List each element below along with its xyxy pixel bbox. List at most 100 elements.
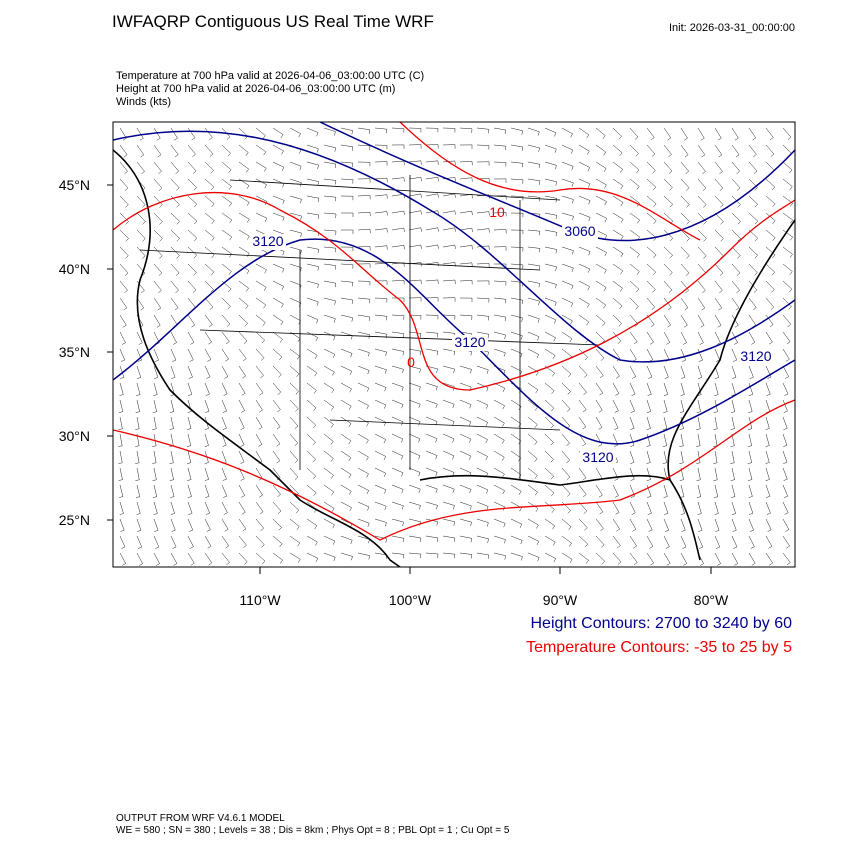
wind-barb bbox=[459, 210, 473, 216]
wind-barb bbox=[544, 280, 557, 289]
wind-barb bbox=[306, 552, 319, 563]
wind-barb bbox=[544, 331, 556, 342]
wind-barb bbox=[612, 433, 619, 447]
wind-barb bbox=[374, 484, 387, 494]
wind-barb bbox=[187, 195, 198, 208]
wind-barb bbox=[476, 535, 489, 543]
wind-barb bbox=[374, 228, 388, 233]
wind-barb bbox=[748, 263, 758, 276]
wind-barb bbox=[118, 467, 123, 481]
wind-barb bbox=[782, 195, 793, 207]
wind-barb bbox=[595, 178, 607, 189]
wind-barb bbox=[696, 450, 701, 464]
wind-barb bbox=[408, 484, 421, 493]
wind-barb bbox=[476, 365, 489, 374]
wind-barb bbox=[357, 348, 370, 357]
wind-barb bbox=[493, 518, 506, 528]
wind-barb bbox=[204, 535, 212, 549]
wind-barb bbox=[476, 161, 490, 166]
wind-barb bbox=[374, 211, 388, 216]
wind-barb bbox=[782, 331, 791, 345]
wind-barb bbox=[629, 552, 638, 566]
wind-barb bbox=[765, 331, 773, 345]
wind-barb bbox=[731, 195, 741, 208]
wind-barb bbox=[323, 365, 335, 376]
wind-barb bbox=[612, 263, 624, 275]
wind-barb bbox=[697, 229, 707, 242]
wind-barb bbox=[272, 433, 281, 447]
wind-barb bbox=[238, 178, 250, 190]
wind-barb bbox=[646, 127, 655, 141]
wind-barb bbox=[731, 280, 740, 293]
wind-barb bbox=[204, 467, 210, 481]
wind-barb bbox=[374, 194, 388, 199]
wind-barb bbox=[391, 552, 405, 559]
wind-barb bbox=[578, 365, 588, 378]
wind-barb bbox=[527, 314, 540, 323]
wind-barb bbox=[340, 501, 352, 512]
wind-barb bbox=[595, 416, 603, 430]
wind-barb bbox=[170, 212, 180, 225]
wind-barb bbox=[153, 144, 162, 158]
wind-barb bbox=[221, 382, 228, 396]
height-legend: Height Contours: 2700 to 3240 by 60 bbox=[530, 615, 792, 632]
wind-barb bbox=[782, 484, 789, 498]
wind-barb bbox=[340, 467, 352, 479]
wind-barb bbox=[612, 484, 619, 498]
wind-barb bbox=[204, 178, 215, 191]
wind-barb bbox=[697, 365, 703, 379]
wind-barb bbox=[135, 433, 140, 447]
wind-barb bbox=[289, 229, 302, 238]
wind-barb bbox=[663, 552, 671, 566]
wind-barb bbox=[612, 416, 619, 430]
wind-barb bbox=[425, 348, 439, 356]
wind-barb bbox=[391, 280, 405, 285]
temperature-contour-label: 10 bbox=[489, 204, 505, 220]
wind-barb bbox=[204, 297, 214, 310]
wind-barb bbox=[136, 212, 146, 225]
wind-barb bbox=[731, 314, 739, 328]
wind-barb bbox=[714, 161, 723, 175]
wind-barb bbox=[731, 501, 736, 515]
wind-barb bbox=[476, 314, 490, 321]
wind-barb bbox=[459, 518, 472, 527]
wind-barb bbox=[527, 348, 540, 359]
wind-barb bbox=[696, 433, 701, 447]
wind-barb bbox=[730, 433, 735, 447]
wind-barb bbox=[476, 484, 489, 494]
wind-barb bbox=[510, 297, 524, 305]
wind-barb bbox=[357, 280, 371, 286]
wind-barb bbox=[255, 484, 263, 498]
wind-barb bbox=[323, 552, 336, 562]
wind-barb bbox=[170, 161, 180, 174]
wind-barb bbox=[476, 450, 488, 461]
wind-barb bbox=[323, 144, 336, 152]
wind-barb bbox=[340, 178, 354, 184]
wind-barb bbox=[679, 450, 684, 464]
wind-barb bbox=[476, 144, 490, 150]
wind-barb bbox=[340, 195, 354, 201]
wind-barb bbox=[782, 433, 788, 447]
wind-barb bbox=[340, 144, 354, 151]
wind-barb bbox=[374, 467, 387, 477]
lon-label: 110°W bbox=[239, 592, 281, 608]
wind-barb bbox=[187, 280, 197, 293]
wind-barb bbox=[187, 552, 195, 566]
wind-barb bbox=[595, 280, 607, 292]
wind-barb bbox=[476, 127, 490, 134]
wind-barb bbox=[748, 501, 754, 515]
wind-barb bbox=[408, 433, 421, 443]
wind-barb bbox=[510, 246, 524, 252]
wind-barb bbox=[425, 297, 439, 302]
wind-barb bbox=[204, 263, 215, 276]
wind-barb bbox=[374, 501, 387, 510]
wind-barb bbox=[595, 314, 606, 327]
wind-barb bbox=[136, 331, 143, 345]
wind-barb bbox=[340, 161, 354, 168]
wind-barb bbox=[663, 365, 669, 379]
wind-barb bbox=[663, 331, 671, 345]
wind-barb bbox=[442, 416, 455, 426]
wind-barb bbox=[527, 246, 541, 253]
wind-barb bbox=[612, 348, 621, 362]
wind-barb bbox=[493, 246, 507, 251]
